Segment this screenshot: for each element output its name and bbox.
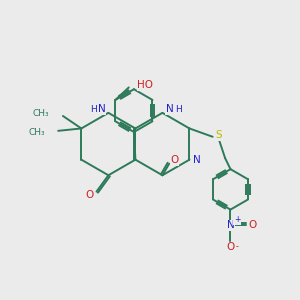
Text: H: H <box>175 105 181 114</box>
Text: O: O <box>226 242 235 252</box>
Text: N: N <box>193 155 201 165</box>
Text: -: - <box>236 242 238 251</box>
Text: N: N <box>166 104 174 114</box>
Text: +: + <box>234 215 240 224</box>
Text: CH₃: CH₃ <box>33 109 50 118</box>
Text: N: N <box>98 104 106 114</box>
Text: O: O <box>248 220 256 230</box>
Text: O: O <box>86 190 94 200</box>
Text: S: S <box>215 130 222 140</box>
Text: HO: HO <box>137 80 153 90</box>
Text: H: H <box>90 105 97 114</box>
Text: CH₃: CH₃ <box>28 128 45 137</box>
Text: O: O <box>170 155 179 165</box>
Text: N: N <box>226 220 234 230</box>
